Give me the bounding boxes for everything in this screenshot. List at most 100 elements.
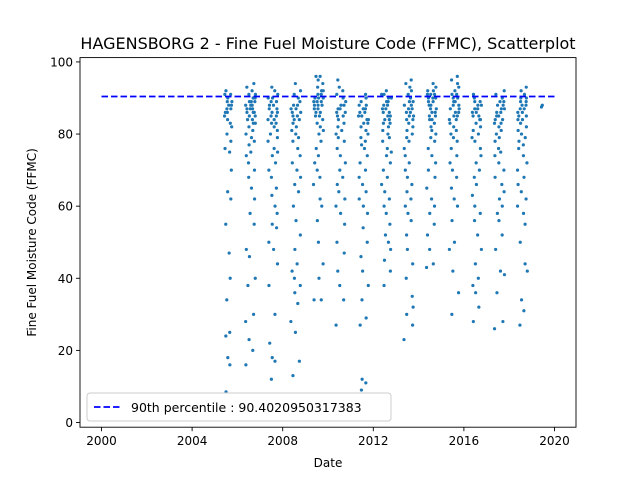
scatter-point xyxy=(364,128,368,133)
scatter-point xyxy=(518,240,522,244)
scatter-point xyxy=(291,374,295,378)
scatter-point xyxy=(409,103,413,107)
scatter-point xyxy=(474,182,479,187)
scatter-point xyxy=(342,251,346,255)
scatter-point xyxy=(384,211,388,215)
scatter-point xyxy=(457,110,461,115)
scatter-point xyxy=(246,161,251,165)
scatter-point xyxy=(298,89,303,93)
scatter-point xyxy=(411,99,415,104)
scatter-point xyxy=(267,168,271,172)
scatter-point xyxy=(356,114,361,118)
scatter-point xyxy=(229,168,233,172)
scatter-point xyxy=(296,301,300,306)
scatter-point xyxy=(522,107,526,111)
scatter-point xyxy=(271,103,276,107)
scatter-point xyxy=(269,121,274,125)
scatter-point xyxy=(387,197,391,201)
scatter-point xyxy=(495,211,499,215)
scatter-point xyxy=(291,139,295,143)
scatter-point xyxy=(250,89,254,93)
scatter-point xyxy=(523,222,527,226)
scatter-point xyxy=(388,269,392,273)
scatter-point xyxy=(312,107,316,111)
scatter-point xyxy=(244,247,248,252)
scatter-point xyxy=(340,128,344,133)
scatter-point xyxy=(386,125,391,129)
scatter-point xyxy=(430,128,434,133)
scatter-point xyxy=(478,211,482,215)
legend: 90th percentile : 90.4020950317383 xyxy=(86,392,392,422)
scatter-point xyxy=(425,92,430,96)
scatter-point xyxy=(364,381,368,385)
scatter-point xyxy=(431,262,435,266)
scatter-point xyxy=(407,139,411,143)
scatter-point xyxy=(229,92,233,96)
scatter-point xyxy=(522,175,526,179)
scatter-point xyxy=(380,92,384,96)
scatter-point xyxy=(525,269,529,273)
scatter-point xyxy=(292,276,297,280)
scatter-point xyxy=(455,92,459,96)
scatter-point xyxy=(476,233,480,237)
scatter-point xyxy=(250,103,254,107)
scatter-point xyxy=(229,103,234,107)
scatter-point xyxy=(266,118,270,122)
scatter-point xyxy=(502,190,506,194)
scatter-point xyxy=(244,132,248,136)
scatter-point xyxy=(452,99,456,104)
scatter-point xyxy=(249,99,253,104)
scatter-point xyxy=(274,114,278,118)
scatter-point xyxy=(225,99,229,104)
scatter-point xyxy=(476,132,481,136)
scatter-point xyxy=(432,121,436,125)
scatter-point xyxy=(409,89,414,93)
scatter-point xyxy=(520,103,524,107)
scatter-point xyxy=(316,96,321,100)
scatter-point xyxy=(405,118,409,122)
scatter-point xyxy=(297,118,301,122)
scatter-point xyxy=(425,233,430,237)
y-tick-label: 0 xyxy=(65,416,73,430)
scatter-point xyxy=(359,136,363,140)
scatter-point xyxy=(495,291,499,295)
scatter-point xyxy=(225,118,230,122)
scatter-point xyxy=(270,356,274,360)
scatter-point xyxy=(269,99,273,104)
scatter-point xyxy=(366,121,370,125)
scatter-point xyxy=(267,240,271,244)
scatter-point xyxy=(366,132,370,136)
scatter-point xyxy=(298,154,302,158)
scatter-point xyxy=(313,114,318,118)
scatter-point xyxy=(492,121,497,125)
scatter-point xyxy=(364,96,368,100)
scatter-point xyxy=(409,218,413,223)
scatter-point xyxy=(244,319,248,324)
scatter-point xyxy=(223,92,227,96)
scatter-point xyxy=(450,92,454,96)
scatter-point xyxy=(291,204,296,208)
scatter-point xyxy=(229,197,233,201)
scatter-point xyxy=(497,218,501,223)
scatter-point xyxy=(473,204,477,208)
scatter-point xyxy=(334,132,338,136)
scatter-point xyxy=(248,211,252,215)
scatter-point xyxy=(523,262,527,266)
scatter-point xyxy=(497,136,501,140)
scatter-point xyxy=(429,136,433,140)
scatter-point xyxy=(473,99,477,104)
scatter-point xyxy=(519,89,523,93)
scatter-point xyxy=(454,118,458,122)
scatter-point xyxy=(316,103,320,107)
scatter-point xyxy=(448,121,452,125)
scatter-point xyxy=(290,110,294,115)
scatter-point xyxy=(338,283,342,288)
scatter-point xyxy=(407,161,411,165)
scatter-point xyxy=(405,175,410,179)
scatter-point xyxy=(339,211,343,215)
scatter-point xyxy=(434,107,438,111)
scatter-point xyxy=(387,136,391,140)
scatter-point xyxy=(403,168,407,172)
scatter-point xyxy=(317,276,321,280)
scatter-point xyxy=(382,283,386,288)
